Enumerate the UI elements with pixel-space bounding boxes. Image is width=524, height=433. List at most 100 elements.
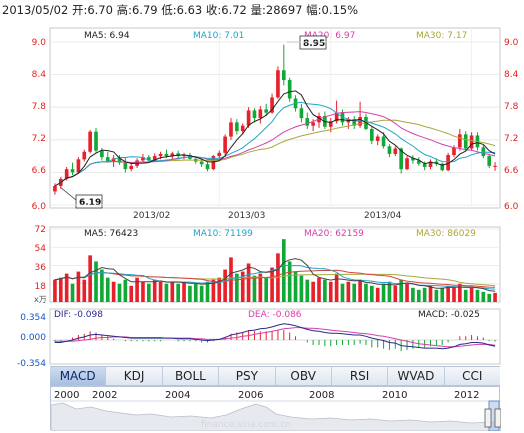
volume-bar	[305, 279, 310, 302]
timeline-year: 2006	[238, 390, 263, 401]
candle-body	[100, 150, 104, 158]
price-tick-left: 9.0	[32, 38, 47, 48]
candle-body	[305, 118, 310, 126]
tab-wvad[interactable]: WVAD	[387, 367, 444, 385]
candle-body	[463, 134, 468, 149]
range-handle-left[interactable]	[484, 408, 492, 428]
tab-rsi[interactable]: RSI	[330, 367, 388, 385]
dif-line	[54, 323, 496, 350]
low-label: 低:	[161, 3, 177, 17]
volume-bar	[375, 287, 380, 302]
candle-body	[82, 151, 87, 160]
volume-bar	[205, 281, 210, 302]
volume-legend-ma20: MA20: 62159	[304, 229, 364, 239]
volume-bar	[340, 283, 345, 302]
volume-legend-ma10: MA10: 71199	[193, 229, 253, 239]
candle-body	[117, 158, 122, 163]
close-value: 6.72	[221, 3, 247, 17]
volume-bar	[94, 261, 98, 302]
candle-body	[205, 164, 210, 170]
volume-bar	[381, 283, 386, 302]
quote-header: 2013/05/02 开:6.70 高:6.79 低:6.63 收:6.72 量…	[2, 2, 358, 18]
candle-body	[258, 109, 263, 119]
timeline-year: 2004	[165, 390, 190, 401]
candle-body	[469, 135, 474, 149]
volume-bar	[311, 281, 315, 302]
candle-body	[111, 158, 116, 162]
volume-bar	[475, 289, 480, 302]
macd-legend-dif: DIF: -0.098	[54, 310, 103, 320]
macd-legend-dea: DEA: -0.086	[248, 310, 302, 320]
volume-bar	[246, 263, 251, 302]
tab-obv[interactable]: OBV	[274, 367, 331, 385]
candle-body	[164, 153, 169, 157]
volume-bar	[293, 271, 298, 302]
candle-body	[434, 161, 439, 164]
candle-body	[199, 161, 204, 165]
candle-body	[428, 161, 433, 167]
tab-cci[interactable]: CCI	[443, 367, 500, 385]
x-label-mar: 2013/03	[228, 211, 265, 221]
volume-bar	[88, 255, 92, 302]
ma10-line	[54, 101, 496, 187]
candle-body	[246, 110, 251, 126]
price-legend-ma10: MA10: 7.01	[193, 31, 244, 41]
volume-bar	[440, 287, 445, 302]
volume-tick: 54	[35, 244, 47, 254]
macd-legend-macd: MACD: -0.025	[418, 310, 480, 320]
volume-bar	[370, 285, 374, 302]
volume-bar	[411, 287, 415, 302]
open-label: 开:	[71, 3, 88, 17]
candle-body	[422, 163, 427, 167]
tab-kdj[interactable]: KDJ	[105, 367, 162, 385]
timeline-year: 2008	[309, 390, 334, 401]
price-tick-left: 6.0	[32, 202, 47, 212]
volume-bar	[158, 281, 163, 302]
volume-bar	[493, 292, 497, 302]
tab-macd[interactable]: MACD	[50, 367, 106, 385]
candle-body	[487, 156, 492, 166]
volume-bar	[428, 285, 433, 302]
volume-bar	[469, 287, 474, 302]
price-tick-right: 8.4	[504, 70, 519, 80]
price-tick-right: 6.6	[504, 166, 519, 176]
candle-body	[152, 156, 157, 161]
volume-bar	[211, 279, 216, 302]
candle-body	[141, 157, 145, 161]
candle-body	[399, 148, 403, 170]
change-value: 0.15%	[321, 3, 359, 17]
tab-boll[interactable]: BOLL	[161, 367, 219, 385]
volume-bar	[199, 285, 204, 302]
volume-bar	[281, 239, 286, 302]
macd-y-ticks: 0.354 0.000 -0.354	[17, 313, 46, 369]
candle-body	[416, 160, 421, 164]
candle-body	[64, 169, 69, 179]
candle-body	[393, 148, 398, 154]
high-callout-box	[299, 35, 327, 50]
volume-bar	[76, 271, 81, 302]
range-handle-right[interactable]	[494, 408, 501, 428]
candle-body	[182, 155, 186, 157]
volume-bar	[405, 283, 409, 302]
candle-body	[270, 97, 274, 113]
volume-bar	[111, 281, 116, 302]
candle-body	[458, 134, 462, 148]
price-y-left: 9.0 8.4 7.8 7.2 6.6 6.0	[32, 38, 47, 212]
quote-date: 2013/05/02	[2, 3, 69, 17]
indicator-tabs: MACD KDJ BOLL PSY OBV RSI WVAD CCI	[50, 366, 500, 386]
volume-bar	[53, 279, 57, 302]
price-tick-right: 7.8	[504, 102, 519, 112]
volume-bar	[317, 277, 321, 302]
volume-bar	[364, 283, 368, 302]
volume-bar	[334, 273, 339, 302]
low-value: 6.63	[176, 3, 203, 17]
volume-bar	[458, 283, 462, 302]
candle-body	[411, 158, 415, 161]
tab-psy[interactable]: PSY	[218, 367, 275, 385]
price-tick-left: 7.2	[32, 134, 46, 144]
volume-bar	[117, 283, 122, 302]
candle-body	[493, 165, 497, 167]
candle-body	[217, 152, 222, 157]
timeline-navigator[interactable]: 2000 2002 2004 2006 2008 2010 2012 finan…	[50, 386, 501, 431]
